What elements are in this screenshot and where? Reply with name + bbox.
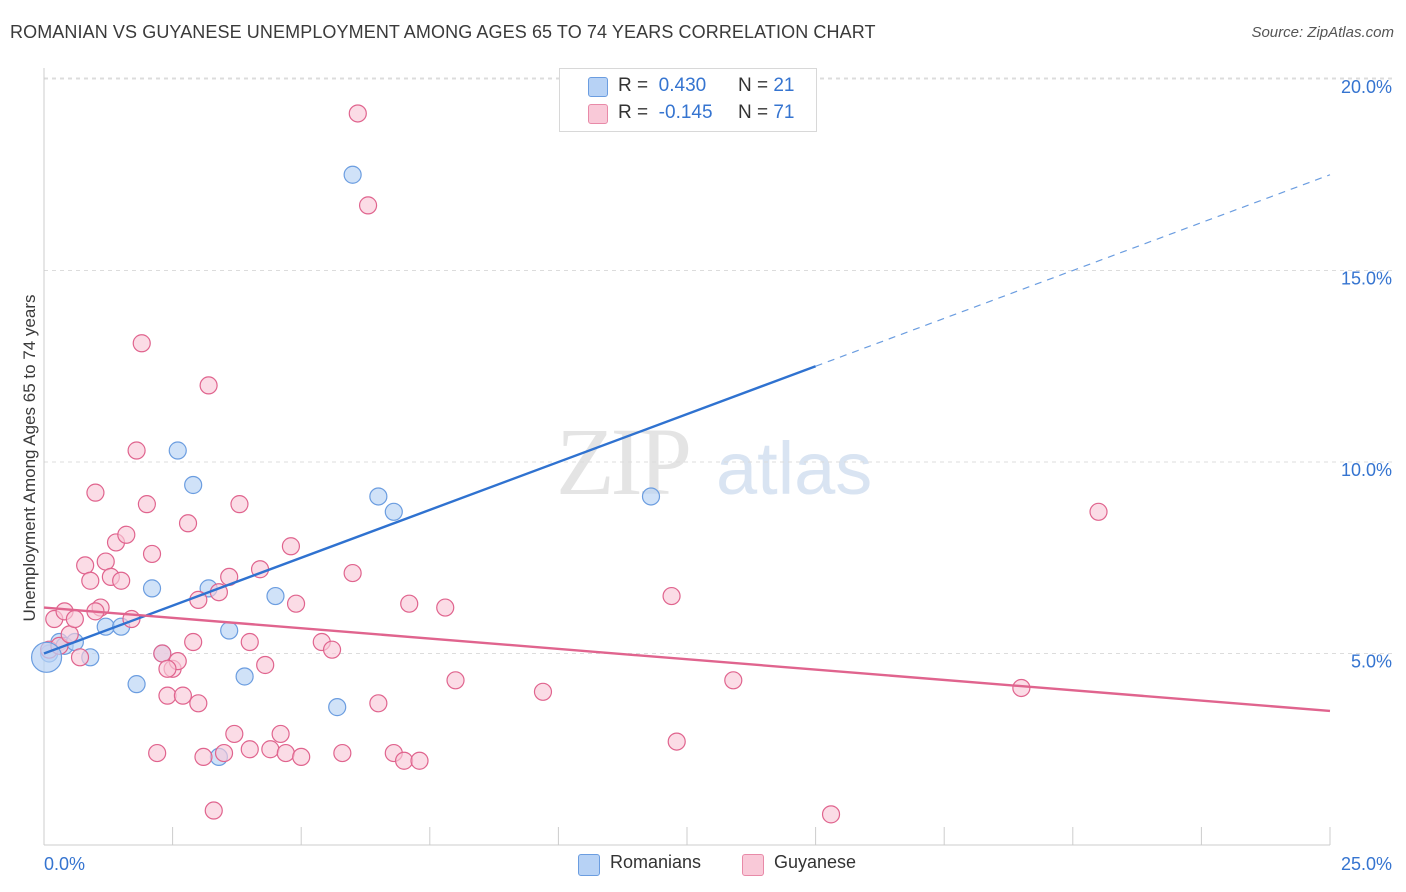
- chart-title: ROMANIAN VS GUYANESE UNEMPLOYMENT AMONG …: [10, 22, 876, 42]
- guyanese-point: [70, 648, 90, 667]
- guyanese-trendline: [43, 606, 1331, 713]
- romanians-point: [369, 487, 388, 506]
- guyanese-point: [358, 196, 378, 215]
- guyanese-point: [230, 495, 249, 514]
- guyanese-point: [158, 686, 177, 705]
- guyanese-point: [281, 537, 301, 556]
- romanians-legend-swatch: [588, 77, 608, 97]
- guyanese-point: [86, 483, 105, 502]
- guyanese-point: [240, 632, 259, 652]
- guyanese-point: [240, 740, 259, 759]
- guyanese-point: [662, 586, 681, 606]
- romanians-point: [328, 698, 347, 717]
- guyanese-point: [436, 598, 455, 617]
- guyanese-point: [271, 724, 290, 744]
- romanians-point: [343, 165, 362, 184]
- romanians-n-value: 21: [773, 75, 795, 96]
- y-tick-label: 5.0%: [1351, 652, 1392, 672]
- guyanese-point: [96, 552, 115, 571]
- romanians-point: [641, 487, 661, 506]
- guyanese-point: [60, 625, 79, 644]
- y-tick-label: 15.0%: [1341, 269, 1392, 289]
- romanians-legend-box: [578, 854, 600, 876]
- guyanese-point: [194, 747, 213, 767]
- romanians-point: [266, 586, 285, 606]
- guyanese-point: [184, 632, 203, 652]
- romanians-point: [142, 579, 162, 598]
- guyanese-point: [178, 514, 198, 533]
- guyanese-point: [333, 743, 352, 763]
- romanians-point: [384, 502, 403, 521]
- romanians-point: [127, 675, 146, 694]
- r-label: R =: [618, 75, 649, 96]
- guyanese-point: [81, 571, 100, 590]
- guyanese-point: [1012, 678, 1031, 698]
- n-label: N =: [737, 102, 769, 123]
- guyanese-point: [148, 743, 167, 763]
- guyanese-point: [1089, 502, 1108, 521]
- guyanese-point: [400, 594, 419, 613]
- y-tick-label: 10.0%: [1341, 460, 1392, 480]
- guyanese-point: [132, 334, 151, 353]
- watermark-atlas: atlas: [716, 427, 873, 510]
- guyanese-point: [369, 694, 388, 713]
- guyanese-point: [348, 104, 367, 123]
- correlation-legend: R = 0.430 N = 21 R = -0.145 N = 71: [559, 68, 817, 132]
- y-axis-title: Unemployment Among Ages 65 to 74 years: [20, 294, 39, 622]
- guyanese-point: [225, 724, 244, 744]
- guyanese-point: [65, 609, 84, 629]
- guyanese-legend-box: [742, 854, 764, 876]
- r-label: R =: [618, 102, 649, 123]
- guyanese-point: [142, 544, 162, 564]
- guyanese-legend-swatch: [588, 104, 608, 124]
- guyanese-point: [204, 801, 223, 820]
- guyanese-point: [322, 640, 342, 659]
- romanians-trendline: [43, 365, 817, 655]
- guyanese-point: [117, 525, 136, 544]
- romanians-point: [184, 475, 203, 495]
- guyanese-n-value: 71: [773, 102, 795, 123]
- y-tick-label: 20.0%: [1341, 77, 1392, 97]
- x-tick-label: 0.0%: [44, 854, 85, 874]
- guyanese-legend-label: Guyanese: [774, 852, 857, 872]
- romanians-point: [30, 641, 63, 673]
- guyanese-point: [214, 743, 234, 763]
- guyanese-point: [199, 376, 218, 395]
- n-label: N =: [737, 75, 769, 96]
- guyanese-point: [724, 671, 743, 690]
- guyanese-point: [153, 644, 172, 663]
- romanians-point: [168, 441, 187, 460]
- romanians-trendline-extension: [815, 174, 1331, 367]
- romanians-point: [220, 621, 239, 640]
- guyanese-point: [173, 686, 192, 705]
- guyanese-point: [394, 751, 414, 770]
- guyanese-point: [189, 694, 208, 713]
- guyanese-point: [533, 682, 553, 701]
- guyanese-point: [261, 740, 280, 759]
- romanians-legend-label: Romanians: [610, 852, 702, 872]
- guyanese-point: [286, 594, 306, 613]
- guyanese-stats: R = -0.145 N = 71: [618, 101, 794, 125]
- guyanese-point: [137, 495, 156, 514]
- guyanese-point: [127, 441, 146, 460]
- guyanese-point: [292, 747, 311, 767]
- guyanese-point: [446, 671, 465, 690]
- guyanese-point: [76, 556, 95, 575]
- guyanese-point: [410, 751, 429, 770]
- guyanese-point: [821, 805, 841, 824]
- guyanese-point: [276, 743, 295, 763]
- source-label: Source: ZipAtlas.com: [1251, 24, 1394, 41]
- romanians-stats: R = 0.430 N = 21: [618, 74, 794, 98]
- x-tick-label: 25.0%: [1341, 854, 1392, 874]
- romanians-r-value: 0.430: [658, 75, 707, 96]
- guyanese-point: [158, 659, 177, 678]
- guyanese-point: [343, 563, 362, 583]
- guyanese-point: [256, 655, 275, 675]
- guyanese-r-value: -0.145: [658, 102, 713, 123]
- guyanese-point: [667, 732, 686, 751]
- guyanese-point: [112, 571, 131, 590]
- romanians-point: [235, 667, 254, 686]
